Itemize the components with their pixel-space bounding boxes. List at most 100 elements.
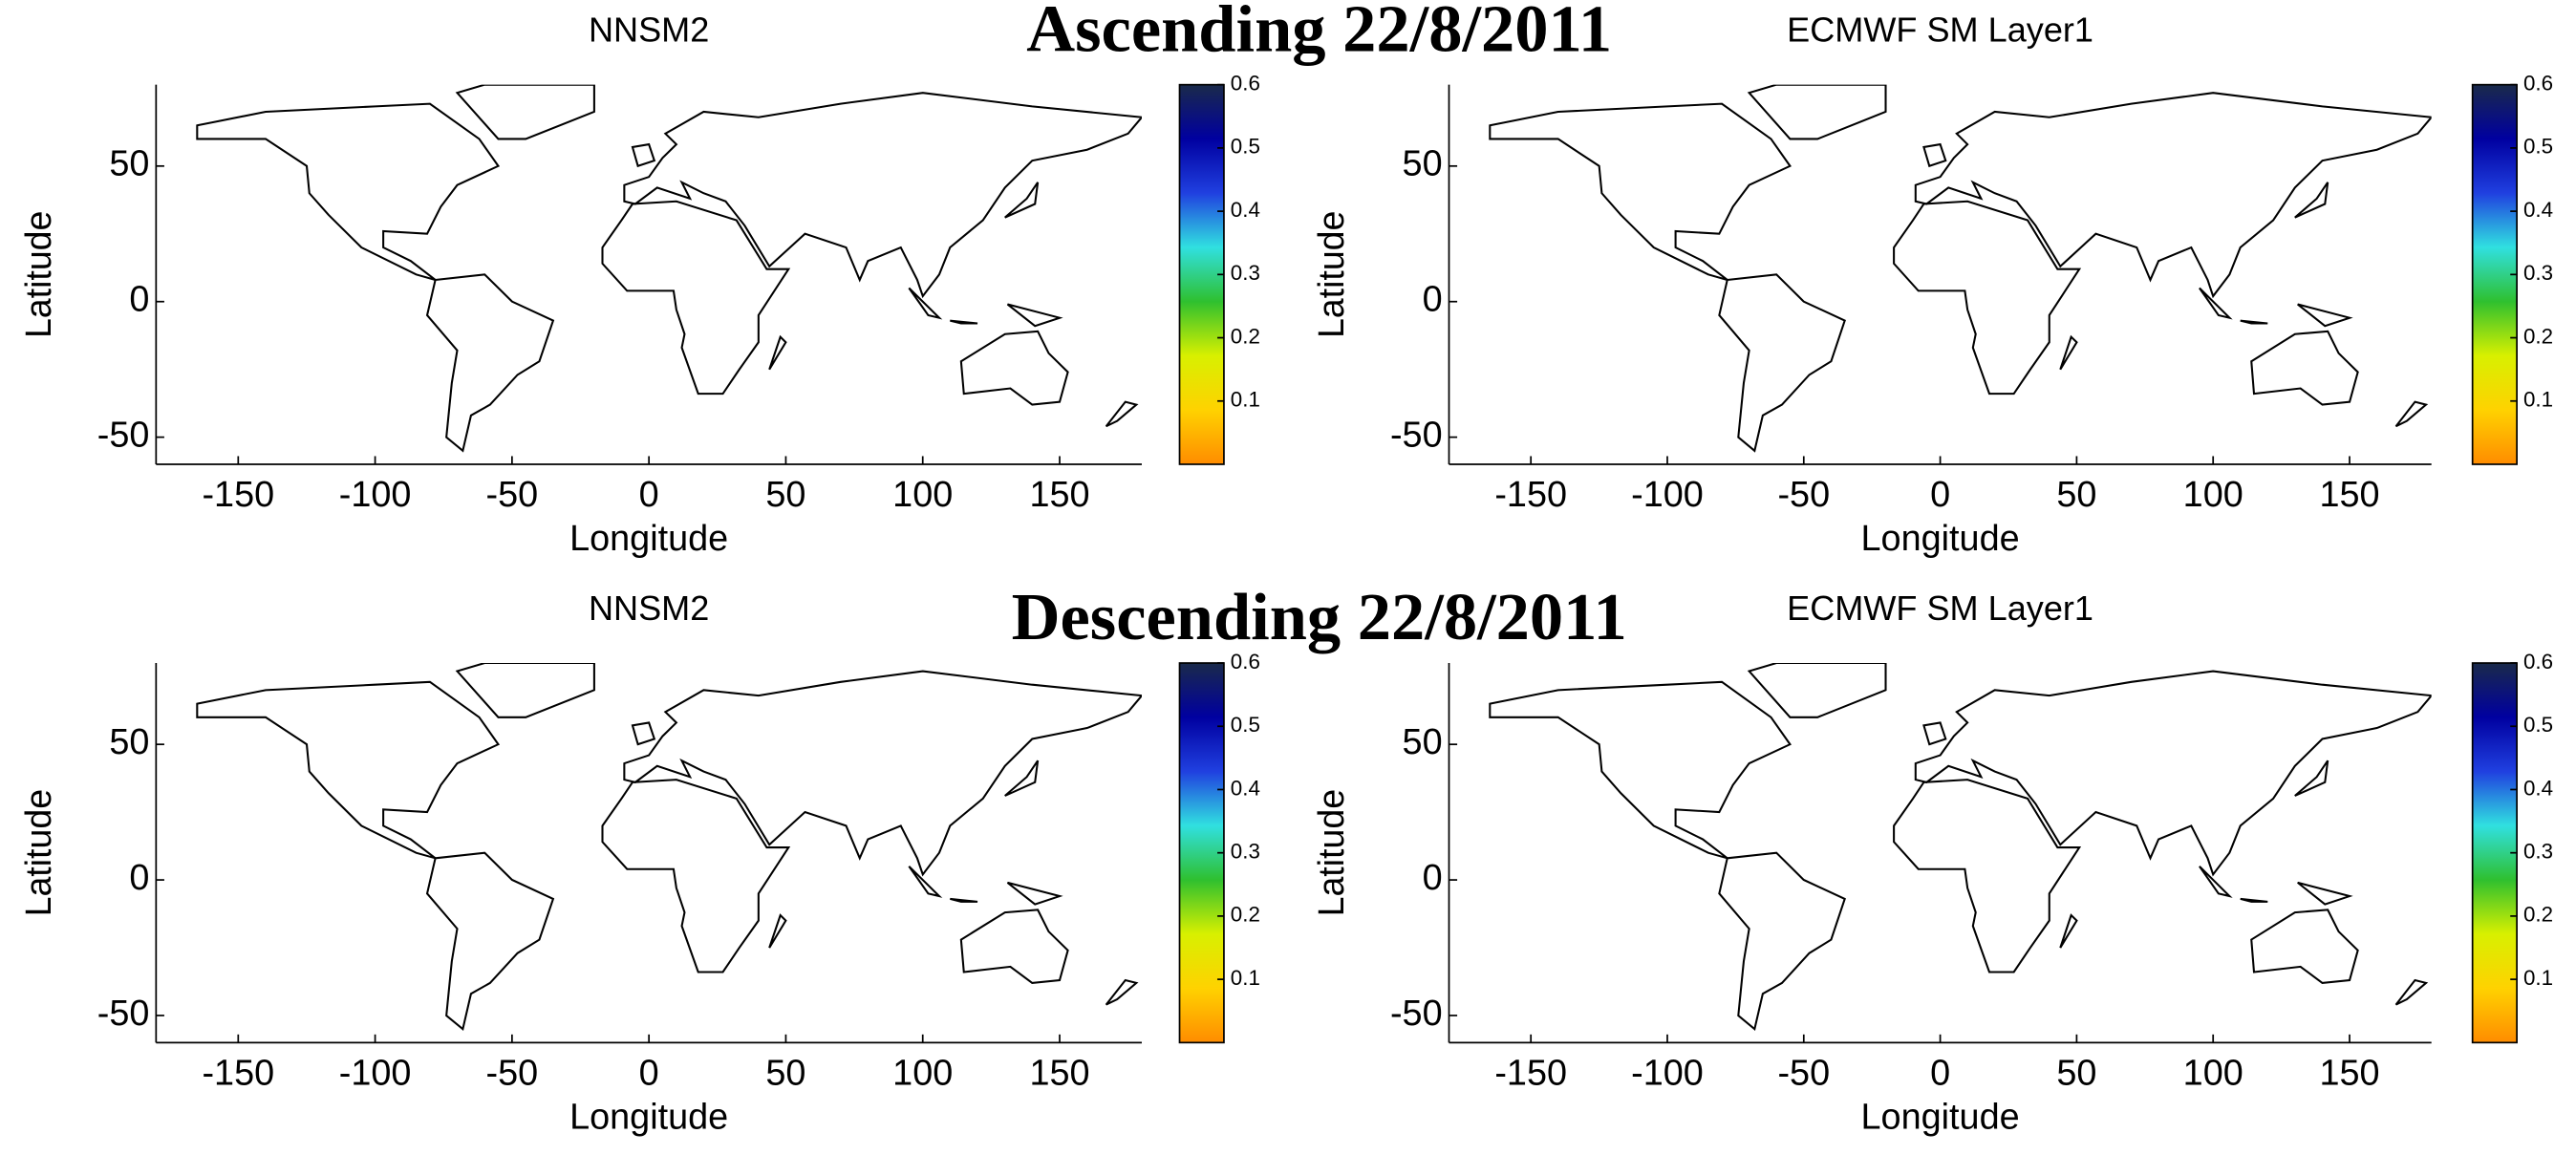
coastline xyxy=(1914,670,2432,877)
coastline xyxy=(2250,909,2359,984)
x-tick-label: -100 xyxy=(1631,474,1704,514)
x-tick-label: 150 xyxy=(2319,474,2379,514)
x-tick-label: -100 xyxy=(339,1052,412,1092)
coastlines xyxy=(196,84,1142,453)
coastline xyxy=(959,330,1069,406)
colorbar-tick-label: 0.1 xyxy=(1231,966,1260,990)
coastline xyxy=(1105,978,1139,1006)
colorbar xyxy=(2471,662,2518,1044)
y-axis-label: Latitude xyxy=(18,789,58,916)
x-tick-label: 0 xyxy=(639,474,659,514)
colorbar-tick-label: 0.5 xyxy=(1231,135,1260,159)
coastline xyxy=(1006,881,1063,906)
coastline xyxy=(1006,303,1063,328)
colorbar-tick-label: 0.5 xyxy=(2523,713,2553,737)
panel-title: ECMWF SM Layer1 xyxy=(1787,11,2093,50)
colorbar-tick-label: 0.4 xyxy=(1231,198,1260,222)
y-tick-label: 50 xyxy=(1403,143,1443,183)
x-axis-label: Longitude xyxy=(1861,518,2020,558)
coastline xyxy=(425,851,555,1032)
x-tick-label: -50 xyxy=(1777,474,1830,514)
coastline xyxy=(1489,680,1792,860)
x-tick-label: 0 xyxy=(1930,1052,1950,1092)
x-tick-label: -50 xyxy=(486,474,539,514)
coastline xyxy=(1718,851,1846,1032)
coastline xyxy=(2294,182,2329,219)
x-tick-label: -100 xyxy=(1631,1052,1704,1092)
colorbar-tick-label: 0.6 xyxy=(1231,72,1260,96)
map-panel: NNSM2 -150 -100 -50 0 50 100 150 -50 0 50 Longitude… xyxy=(18,11,1260,558)
coastline xyxy=(950,319,978,325)
colorbar-tick-label: 0.3 xyxy=(2523,840,2553,864)
x-tick-label: -150 xyxy=(202,474,274,514)
x-tick-label: 100 xyxy=(2183,1052,2243,1092)
coastline xyxy=(601,200,791,396)
colorbar-tick-label: 0.2 xyxy=(2523,903,2553,927)
colorbar-tick-label: 0.2 xyxy=(1231,903,1260,927)
y-tick-label: 0 xyxy=(129,279,149,319)
colorbar-tick-label: 0.4 xyxy=(2523,198,2553,222)
coastline xyxy=(623,670,1142,877)
coastline xyxy=(2294,759,2329,797)
coastline xyxy=(2297,303,2353,328)
colorbar-tick-label: 0.6 xyxy=(1231,650,1260,674)
x-tick-label: 0 xyxy=(639,1052,659,1092)
y-axis-label: Latitude xyxy=(1311,789,1351,916)
x-tick-label: -150 xyxy=(1494,1052,1567,1092)
x-tick-label: 50 xyxy=(765,1052,805,1092)
x-tick-label: -150 xyxy=(202,1052,274,1092)
coastline xyxy=(1004,759,1040,797)
coastline xyxy=(455,663,595,718)
colorbar-tick-label: 0.4 xyxy=(1231,776,1260,800)
coastline xyxy=(2297,881,2353,906)
coastline xyxy=(631,721,656,746)
coastline xyxy=(2199,287,2233,320)
y-tick-label: 50 xyxy=(109,721,149,761)
panel-title: NNSM2 xyxy=(589,11,709,50)
heading: Descending 22/8/2011 xyxy=(1012,580,1627,654)
colorbar-tick-label: 0.3 xyxy=(1231,840,1260,864)
x-tick-label: -100 xyxy=(339,474,412,514)
coastline xyxy=(2059,334,2078,371)
x-tick-label: 50 xyxy=(2056,474,2096,514)
colorbar-tick-label: 0.1 xyxy=(1231,388,1260,412)
x-tick-label: 150 xyxy=(1029,474,1089,514)
colorbar-tick-label: 0.4 xyxy=(2523,776,2553,800)
coastline xyxy=(425,273,555,453)
colorbar xyxy=(1178,83,1225,465)
map-panel: NNSM2 -150 -100 -50 0 50 100 150 -50 0 50 Longitude… xyxy=(18,588,1260,1136)
coastline xyxy=(768,334,787,371)
colorbar-tick-label: 0.1 xyxy=(2523,966,2553,990)
panel-title: NNSM2 xyxy=(589,588,709,628)
coastline xyxy=(768,913,787,949)
colorbar-tick-label: 0.6 xyxy=(2523,72,2553,96)
panel-title: ECMWF SM Layer1 xyxy=(1787,588,2093,628)
y-tick-label: -50 xyxy=(97,415,150,455)
coastline xyxy=(1893,200,2082,396)
x-axis-label: Longitude xyxy=(569,518,728,558)
x-tick-label: -50 xyxy=(486,1052,539,1092)
colorbar-tick-label: 0.1 xyxy=(2523,388,2553,412)
coastline xyxy=(1718,273,1846,453)
x-tick-label: 150 xyxy=(2319,1052,2379,1092)
x-axis-label: Longitude xyxy=(1861,1097,2020,1137)
y-tick-label: -50 xyxy=(1390,993,1443,1033)
coastline xyxy=(1004,182,1040,219)
colorbar xyxy=(2471,83,2518,465)
colorbar-tick-label: 0.6 xyxy=(2523,650,2553,674)
coastline xyxy=(2240,319,2268,325)
y-tick-label: 0 xyxy=(129,857,149,897)
coastline xyxy=(2059,913,2078,949)
y-axis-label: Latitude xyxy=(18,211,58,338)
coastlines xyxy=(1489,84,2432,453)
colorbar-tick-label: 0.3 xyxy=(1231,261,1260,285)
colorbar-tick-label: 0.3 xyxy=(2523,261,2553,285)
coastline xyxy=(2250,330,2359,406)
y-tick-label: -50 xyxy=(97,993,150,1033)
x-tick-label: 0 xyxy=(1930,474,1950,514)
heading: Ascending 22/8/2011 xyxy=(1026,0,1612,66)
coastline xyxy=(631,142,656,168)
coastline xyxy=(601,779,791,973)
